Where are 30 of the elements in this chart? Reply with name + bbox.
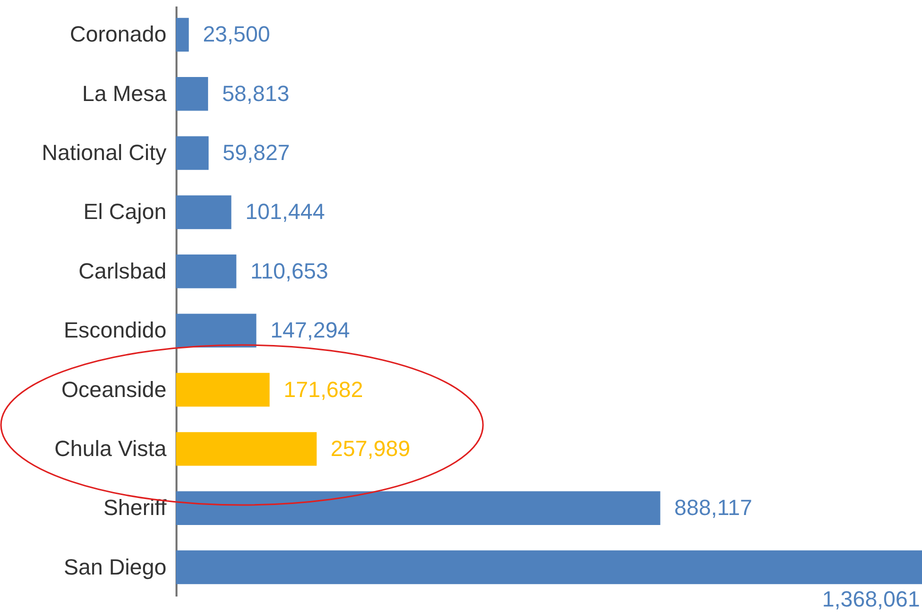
bar — [176, 195, 232, 230]
data-label: 888,117 — [674, 495, 752, 520]
y-tick-label: San Diego — [64, 554, 166, 580]
bar — [176, 18, 189, 52]
bar — [176, 314, 256, 348]
y-tick-label: La Mesa — [82, 80, 168, 106]
y-tick-label: Carlsbad — [78, 258, 166, 284]
data-label: 147,294 — [270, 318, 350, 343]
y-tick-label: Chula Vista — [54, 436, 168, 461]
y-tick-label: Sheriff — [103, 495, 168, 520]
data-label: 101,444 — [245, 199, 325, 224]
y-tick-label: Coronado — [70, 22, 166, 47]
bar — [176, 77, 208, 111]
bar — [176, 491, 660, 525]
data-label: 110,653 — [250, 258, 328, 284]
data-label: 257,989 — [330, 436, 410, 461]
bar — [176, 254, 236, 288]
y-tick-label: National City — [42, 140, 166, 166]
data-label: 1,368,061 — [822, 586, 920, 612]
y-tick-label: El Cajon — [83, 199, 166, 224]
bar — [176, 550, 922, 584]
y-tick-label: Escondido — [64, 318, 166, 343]
data-label: 23,500 — [202, 22, 270, 47]
bar — [176, 432, 317, 466]
bar — [176, 136, 209, 170]
data-label: 59,827 — [222, 140, 290, 166]
y-tick-label: Oceanside — [61, 376, 166, 402]
data-label: 58,813 — [222, 80, 290, 106]
bar — [176, 372, 270, 407]
data-label: 171,682 — [284, 376, 364, 402]
